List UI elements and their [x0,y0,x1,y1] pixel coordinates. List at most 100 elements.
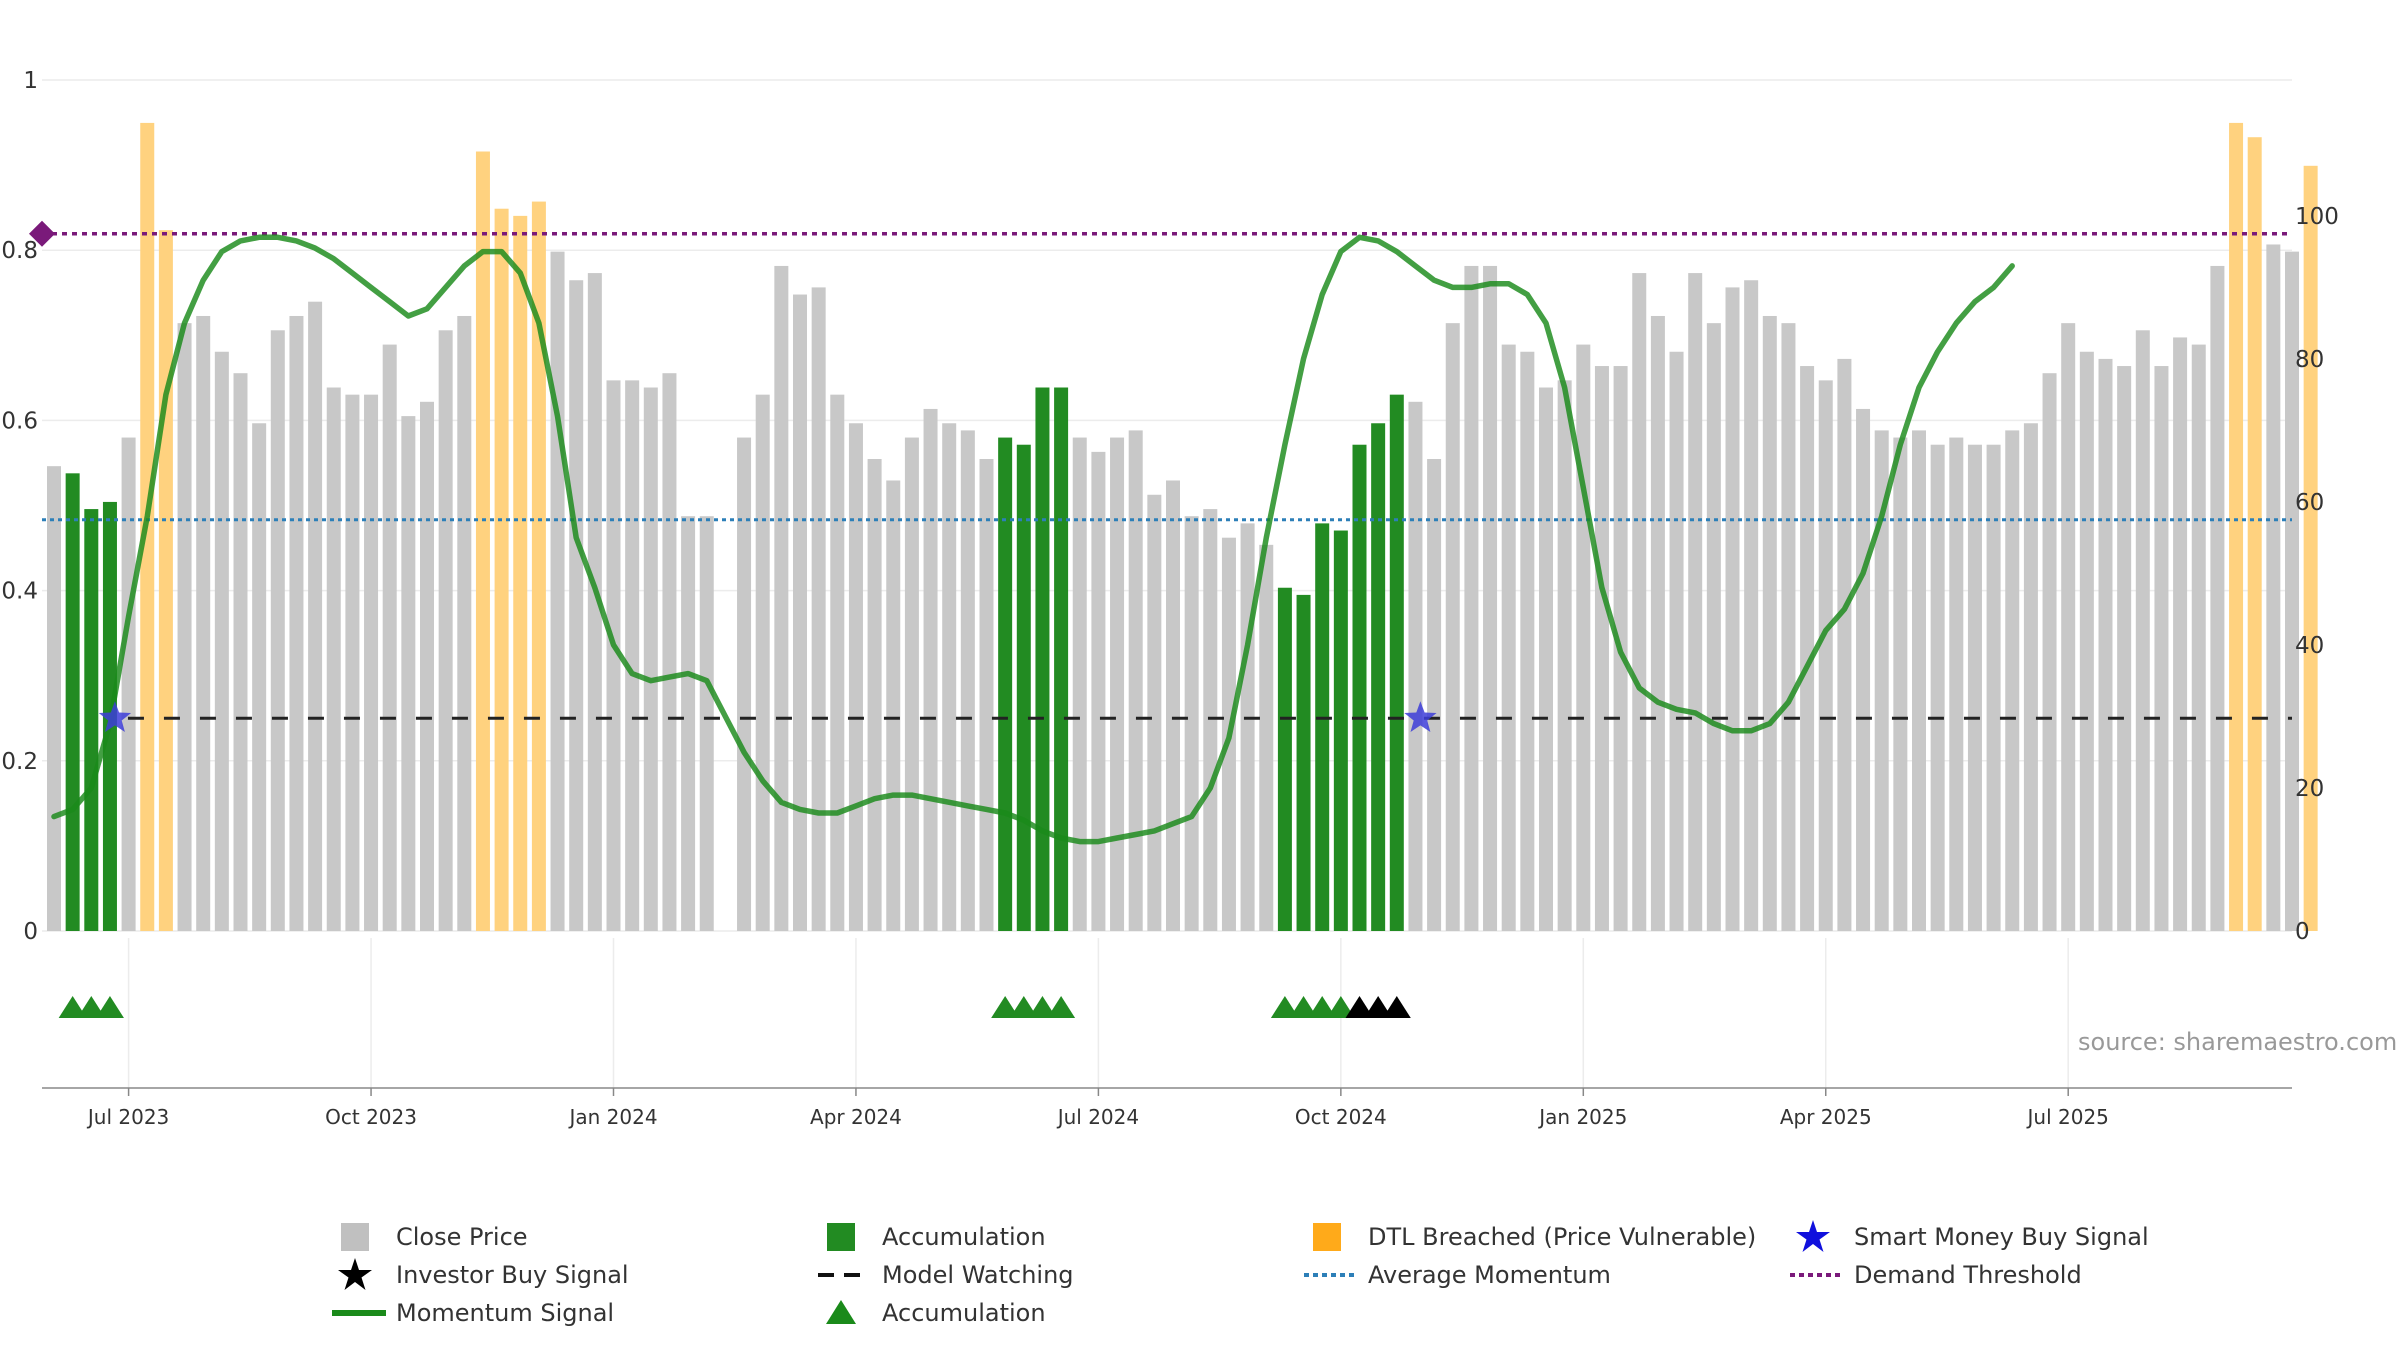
close-price-bar [1539,387,1553,931]
dtl-breached-bar [475,151,490,932]
close-price-bar [214,351,229,931]
close-price-bar [643,387,658,931]
x-tick-label: Jul 2023 [86,1105,169,1129]
accumulation-triangle [991,996,1020,1018]
close-price-bar [1725,287,1740,931]
close-price-bar [811,287,826,931]
accumulation-bar [998,437,1013,931]
dtl-breached-bar [2229,122,2244,931]
close-price-bar [1912,430,1926,931]
close-price-bar [681,516,696,931]
x-tick-label: Jul 2024 [1056,1105,1139,1129]
left-tick-label: 0.2 [1,749,38,775]
close-price-bar [2117,366,2132,931]
close-price-bar [2098,358,2113,931]
close-price-bar [606,380,621,932]
close-price-bar [2023,423,2038,931]
x-tick-label: Apr 2025 [1780,1105,1872,1129]
close-price-bar [401,416,416,931]
accumulation-bar [1371,423,1386,931]
left-tick-label: 0.4 [1,579,38,605]
close-price-bar [326,387,341,931]
investor-buy-triangle [1382,996,1411,1018]
accumulation-triangle [1009,996,1038,1018]
close-price-bar [1856,408,1871,931]
close-price-bar [1557,380,1572,932]
close-price-bar [625,380,640,932]
accumulation-bar [1016,444,1031,931]
close-price-bar [1072,437,1087,931]
right-tick-label: 20 [2295,776,2324,802]
dtl-breached-bar [158,230,173,932]
close-price-bar [1520,351,1535,931]
close-price-bar [867,459,882,931]
accumulation-bar [1315,523,1330,931]
close-price-bar [699,516,714,931]
close-price-bar [979,459,994,931]
x-tick-label: Oct 2023 [325,1105,417,1129]
momentum-line [51,234,2015,845]
accumulation-bar [1277,587,1292,931]
close-price-bar [1650,315,1665,932]
close-price-bar [737,437,752,931]
close-price-bar [774,265,789,932]
right-axis-ticks: 0 20 40 60 80 100 [2295,204,2339,945]
investor-buy-triangle [1345,996,1374,1018]
left-tick-label: 0.8 [1,238,38,264]
accumulation-bar [1333,530,1348,931]
close-price-bar [47,466,61,931]
close-price-bar [1110,437,1125,931]
right-tick-label: 100 [2295,204,2339,230]
accumulation-bar [1054,387,1069,931]
close-price-bar [587,273,602,931]
demand-threshold-marker [29,220,55,247]
close-price-bar [960,430,975,931]
x-tick-label: Apr 2024 [810,1105,902,1129]
accumulation-bar [65,473,80,931]
close-price-bar [2210,265,2225,932]
close-price-bar [196,315,211,932]
close-price-bar [1408,401,1423,931]
close-price-bar [438,330,453,931]
close-price-bar [252,423,267,931]
gridlines [42,79,2292,1088]
accumulation-triangle [1289,996,1318,1018]
close-price-bar [364,394,379,931]
close-price-bar [1184,516,1199,931]
close-price-bar [848,423,863,931]
dtl-breached-bar [2247,137,2262,931]
close-price-bar [1762,315,1777,932]
accumulation-triangle [77,996,106,1018]
close-price-bar [1837,358,1852,931]
close-price-bar [1967,444,1982,931]
accumulation-triangle [1308,996,1337,1018]
dtl-breached-bar [531,201,546,932]
accumulation-bar [1389,394,1404,931]
source-label: source: sharemaestro.com [2078,1028,2398,1056]
close-price-bar [1632,273,1647,931]
close-price-bar [1688,273,1703,931]
x-axis-ticks: Jul 2023 Oct 2023 Jan 2024 Apr 2024 Jul 2024… [86,1088,2109,1129]
close-price-bar [289,315,304,932]
close-price-bar [345,394,360,931]
close-price-bar [1986,444,2001,931]
accumulation-bar [1296,594,1311,931]
close-price-bar [2042,373,2057,932]
close-price-bar [1203,509,1218,931]
close-price-bar [1818,380,1833,932]
accumulation-triangle [1047,996,1076,1018]
close-price-bar [2154,366,2169,931]
close-price-bar [1949,437,1964,931]
close-price-bar [2079,351,2094,931]
close-price-bar [830,394,845,931]
close-price-bar [2266,244,2281,931]
close-price-bar [1091,451,1106,931]
momentum-signal [51,234,2015,845]
close-price-bar [1501,344,1516,931]
close-price-bar [1800,366,1815,931]
close-price-bar [923,408,938,931]
accumulation-triangle [58,996,87,1018]
dtl-breached-bar [513,215,528,931]
left-tick-label: 0 [23,919,38,945]
